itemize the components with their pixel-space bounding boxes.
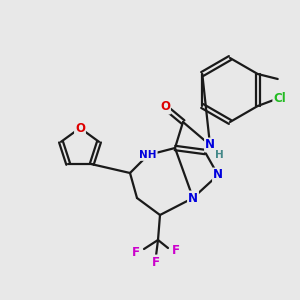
Text: Cl: Cl	[273, 92, 286, 104]
Text: F: F	[132, 245, 140, 259]
Text: O: O	[160, 100, 170, 113]
Text: O: O	[75, 122, 85, 134]
Text: F: F	[152, 256, 160, 268]
Text: NH: NH	[139, 150, 157, 160]
Text: N: N	[213, 169, 223, 182]
Text: F: F	[172, 244, 180, 256]
Text: N: N	[205, 139, 215, 152]
Text: N: N	[188, 191, 198, 205]
Text: H: H	[214, 150, 224, 160]
